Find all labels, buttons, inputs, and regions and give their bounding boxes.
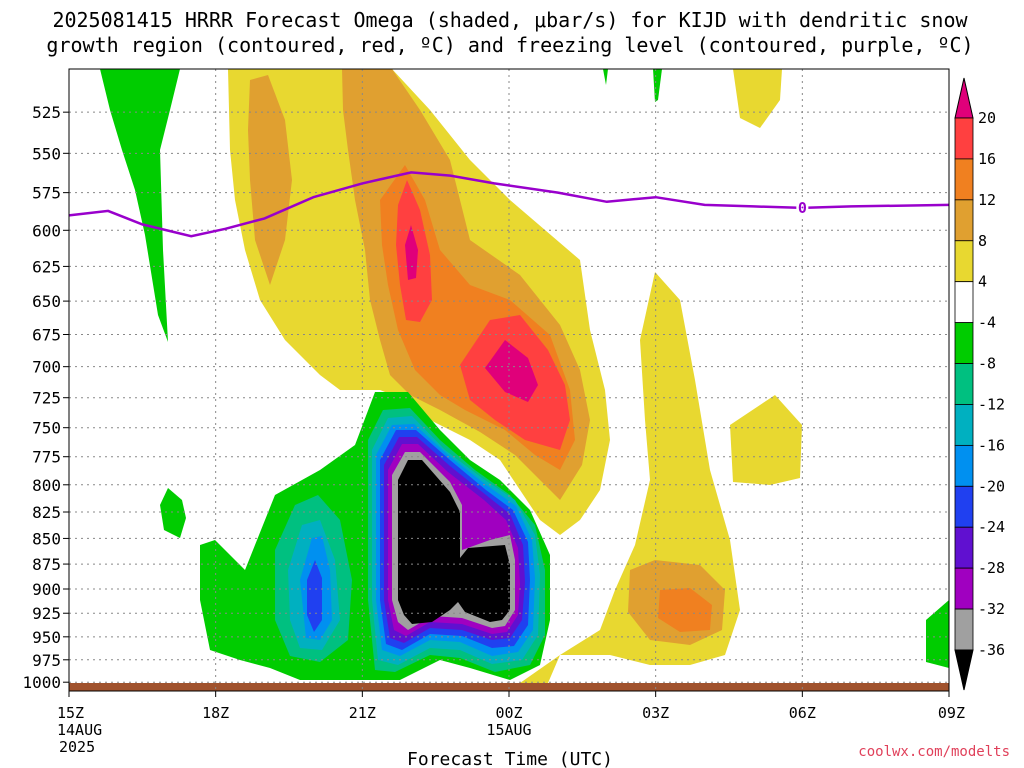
colorbar-bin (954, 199, 974, 242)
freezing-level-label-bg (796, 199, 809, 216)
y-tick-label: 800 (32, 476, 61, 495)
omega-region-neg4-left-strip (100, 69, 180, 342)
omega-region-neg4-top-tick (653, 69, 662, 102)
y-tick-label: 850 (32, 529, 61, 548)
colorbar-bin (954, 404, 974, 446)
x-tick-label: 09Z (938, 704, 965, 722)
colorbar-bin (954, 363, 974, 405)
colorbar-bin (954, 567, 974, 610)
x-tick-label: 06Z (789, 704, 816, 722)
colorbar-tick-label: 8 (978, 232, 987, 250)
omega-region-20-upper (405, 225, 418, 280)
x-tick-label: 18Z (202, 704, 229, 722)
x-tick-label: 21Z (349, 704, 376, 722)
colorbar-tick-label: -8 (978, 355, 996, 373)
y-tick-label: 650 (32, 292, 61, 311)
y-tick-label: 525 (32, 103, 61, 122)
colorbar-tick-label: -32 (978, 600, 1005, 618)
y-tick-label: 675 (32, 325, 61, 344)
y-tick-label: 550 (32, 144, 61, 163)
y-tick-label: 975 (32, 651, 61, 670)
colorbar-tick-label: 16 (978, 150, 996, 168)
omega-region-12-lower-right (658, 588, 712, 632)
colorbar-bin (954, 322, 974, 364)
y-tick-label: 625 (32, 257, 61, 276)
omega-region-4-top-right (733, 69, 782, 128)
colorbar-bin (954, 526, 974, 569)
colorbar-bin (954, 444, 974, 487)
x-tick-label: 15Z (57, 704, 84, 722)
y-tick-label: 950 (32, 628, 61, 647)
colorbar-bin (954, 117, 974, 160)
colorbar-bin (954, 608, 974, 651)
grid-lines (69, 69, 949, 691)
colorbar-bin (954, 240, 974, 283)
y-tick-label: 1000 (22, 673, 61, 692)
y-tick-label: 700 (32, 358, 61, 377)
omega-region-neg4-right-edge (926, 600, 949, 668)
colorbar-tick-label: -4 (978, 314, 996, 332)
x-tick-label: 00Z (495, 704, 522, 722)
y-axis-ticks: 525 550 575 600 625 650 675 700 725 750 775 800 825 8… (22, 103, 69, 692)
y-tick-label: 925 (32, 604, 61, 623)
y-tick-label: 900 (32, 580, 61, 599)
omega-shading (69, 69, 949, 691)
omega-region-neg4-small-blob (160, 488, 186, 538)
colorbar-bottom-triangle (954, 649, 974, 691)
omega-region-neg4-top-tick-2 (603, 69, 608, 85)
y-tick-label: 775 (32, 448, 61, 467)
freezing-level-line (68, 171, 950, 238)
colorbar-bin (954, 485, 974, 528)
colorbar: 20 16 12 8 4 -4 -8 -12 -16 -20 -24 -28 -32 -36 (954, 77, 1005, 691)
colorbar-tick-label: -12 (978, 395, 1005, 413)
chart-title-line-1: 2025081415 HRRR Forecast Omega (shaded, … (52, 8, 968, 32)
x-tick-date: 15AUG (486, 721, 531, 739)
omega-region-8-main (248, 75, 292, 285)
x-axis-label: Forecast Time (UTC) (407, 749, 613, 768)
x-tick-label: 03Z (642, 704, 669, 722)
chart-title-line-2: growth region (contoured, red, ºC) and f… (46, 33, 973, 57)
x-tick-year: 2025 (59, 738, 95, 756)
omega-region-4-right-small (730, 395, 802, 485)
y-tick-label: 750 (32, 419, 61, 438)
colorbar-bin (954, 158, 974, 201)
omega-region-neg36-core (398, 460, 510, 624)
y-tick-label: 825 (32, 503, 61, 522)
colorbar-tick-label: 20 (978, 109, 996, 127)
y-tick-label: 575 (32, 184, 61, 203)
colorbar-tick-label: 12 (978, 191, 996, 209)
colorbar-tick-label: -36 (978, 641, 1005, 659)
colorbar-tick-label: 4 (978, 273, 987, 291)
colorbar-bin (954, 281, 974, 324)
freezing-level-contour: 0 (68, 171, 950, 238)
freezing-level-label: 0 (798, 199, 807, 217)
y-tick-label: 875 (32, 555, 61, 574)
colorbar-tick-label: -20 (978, 477, 1005, 495)
colorbar-tick-label: -28 (978, 559, 1005, 577)
credit-text: coolwx.com/modelts (858, 744, 1010, 760)
omega-region-20-lower (485, 340, 538, 402)
y-tick-label: 600 (32, 221, 61, 240)
y-tick-label: 725 (32, 389, 61, 408)
colorbar-top-triangle (954, 77, 974, 119)
colorbar-tick-label: -16 (978, 436, 1005, 454)
colorbar-tick-label: -24 (978, 518, 1005, 536)
x-tick-date: 14AUG (57, 721, 102, 739)
